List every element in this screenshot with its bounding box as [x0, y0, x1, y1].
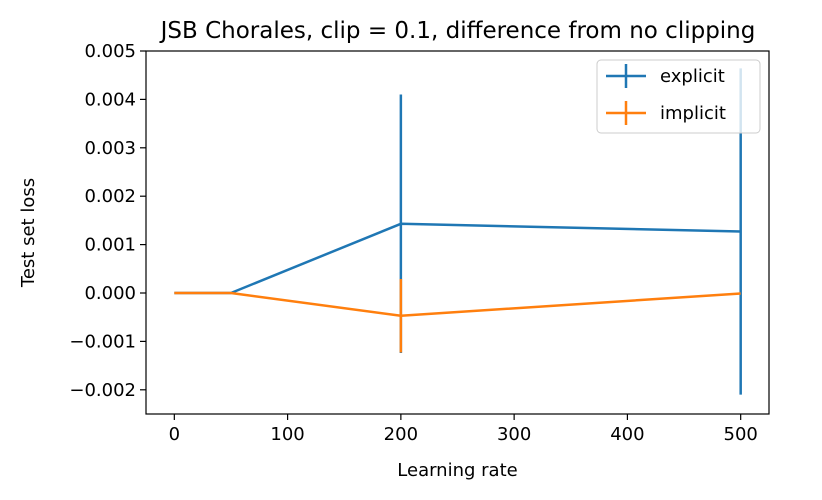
- x-axis-label: Learning rate: [397, 460, 517, 481]
- series-line-implicit: [174, 291, 741, 317]
- legend-label-explicit: explicit: [660, 66, 725, 87]
- series-line-explicit: [174, 222, 741, 295]
- y-tick-label: 0.004: [84, 89, 136, 110]
- y-tick-label: 0.003: [84, 138, 136, 159]
- legend-box: [596, 59, 761, 134]
- y-tick-label: 0.000: [84, 283, 136, 304]
- x-tick-label: 300: [497, 424, 531, 445]
- plot-frame: [145, 50, 770, 415]
- y-axis-label: Test set loss: [18, 178, 39, 288]
- y-tick-label: 0.005: [84, 41, 136, 62]
- legend: explicit implicit: [596, 59, 761, 134]
- x-tick-label: 0: [169, 424, 180, 445]
- x-tick-label: 500: [724, 424, 758, 445]
- x-tick-label: 400: [610, 424, 644, 445]
- chart-title: JSB Chorales, clip = 0.1, difference fro…: [159, 18, 756, 44]
- y-tick-label: −0.001: [69, 331, 136, 352]
- y-tick-label: 0.002: [84, 186, 136, 207]
- y-tick-label: 0.001: [84, 235, 136, 256]
- x-tick-label: 200: [384, 424, 418, 445]
- y-tick-label: −0.002: [69, 380, 136, 401]
- x-tick-label: 100: [270, 424, 304, 445]
- legend-label-implicit: implicit: [660, 103, 726, 124]
